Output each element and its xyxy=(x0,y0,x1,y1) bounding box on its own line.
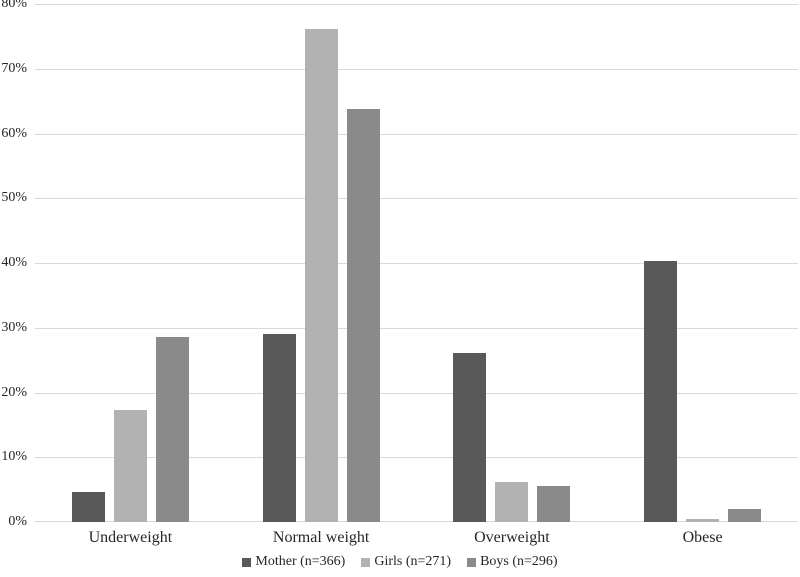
bar-mother-obese xyxy=(644,261,678,522)
x-axis: Underweight Normal weight Overweight Obese xyxy=(35,528,798,548)
legend-label-mother: Mother (n=366) xyxy=(255,554,346,569)
legend-item-boys: Boys (n=296) xyxy=(467,553,558,571)
category-label-overweight: Overweight xyxy=(474,529,550,546)
bar-groups xyxy=(35,4,798,522)
legend-label-girls: Girls (n=271) xyxy=(374,554,452,569)
category-label-underweight: Underweight xyxy=(88,529,173,546)
bar-girls-underweight xyxy=(113,409,147,522)
y-tick-label-30: 30% xyxy=(1,319,27,335)
bar-group-underweight xyxy=(35,4,226,522)
bar-group-obese xyxy=(607,4,798,522)
bar-boys-obese xyxy=(728,509,762,522)
bar-mother-normal-weight xyxy=(262,334,296,522)
y-tick-label-80: 80% xyxy=(1,0,27,11)
y-tick-label-60: 60% xyxy=(1,125,27,141)
gridline-10 xyxy=(35,457,798,459)
plot-area xyxy=(35,4,798,522)
bar-girls-normal-weight xyxy=(304,29,338,522)
legend-label-boys: Boys (n=296) xyxy=(480,554,558,569)
y-tick-label-10: 10% xyxy=(1,449,27,465)
gridline-60 xyxy=(35,133,798,135)
gridline-40 xyxy=(35,263,798,264)
legend-item-mother: Mother (n=366) xyxy=(242,553,345,571)
legend-item-girls: Girls (n=271) xyxy=(361,553,451,571)
gridline-50 xyxy=(35,198,798,200)
category-label-normal-weight: Normal weight xyxy=(272,529,370,546)
category-label-obese: Obese xyxy=(682,529,723,546)
y-tick-label-0: 0% xyxy=(8,514,27,529)
legend-swatch-mother xyxy=(242,557,252,567)
bar-mother-overweight xyxy=(453,353,487,522)
legend-swatch-girls xyxy=(361,557,371,567)
y-tick-label-20: 20% xyxy=(1,384,27,400)
bar-mother-underweight xyxy=(71,492,105,522)
bar-boys-normal-weight xyxy=(346,108,380,522)
y-axis: 0% 10% 20% 30% 40% 50% 60% 70% 80% xyxy=(0,0,30,577)
y-tick-label-40: 40% xyxy=(1,255,27,270)
bar-group-normal-weight xyxy=(226,4,417,522)
bar-girls-obese xyxy=(686,519,720,522)
legend: Mother (n=366) Girls (n=271) Boys (n=296) xyxy=(0,553,800,571)
gridline-70 xyxy=(35,68,798,70)
y-tick-label-50: 50% xyxy=(1,190,27,206)
gridline-20 xyxy=(35,392,798,394)
gridline-80 xyxy=(35,4,798,5)
bar-boys-underweight xyxy=(155,336,189,522)
legend-swatch-boys xyxy=(467,557,477,567)
bar-girls-overweight xyxy=(495,481,529,522)
bar-group-overweight xyxy=(417,4,608,522)
gridlines xyxy=(35,4,798,522)
y-tick-label-70: 70% xyxy=(1,60,27,76)
bar-boys-overweight xyxy=(537,485,571,522)
gridline-0 xyxy=(35,521,798,522)
gridline-30 xyxy=(35,327,798,329)
